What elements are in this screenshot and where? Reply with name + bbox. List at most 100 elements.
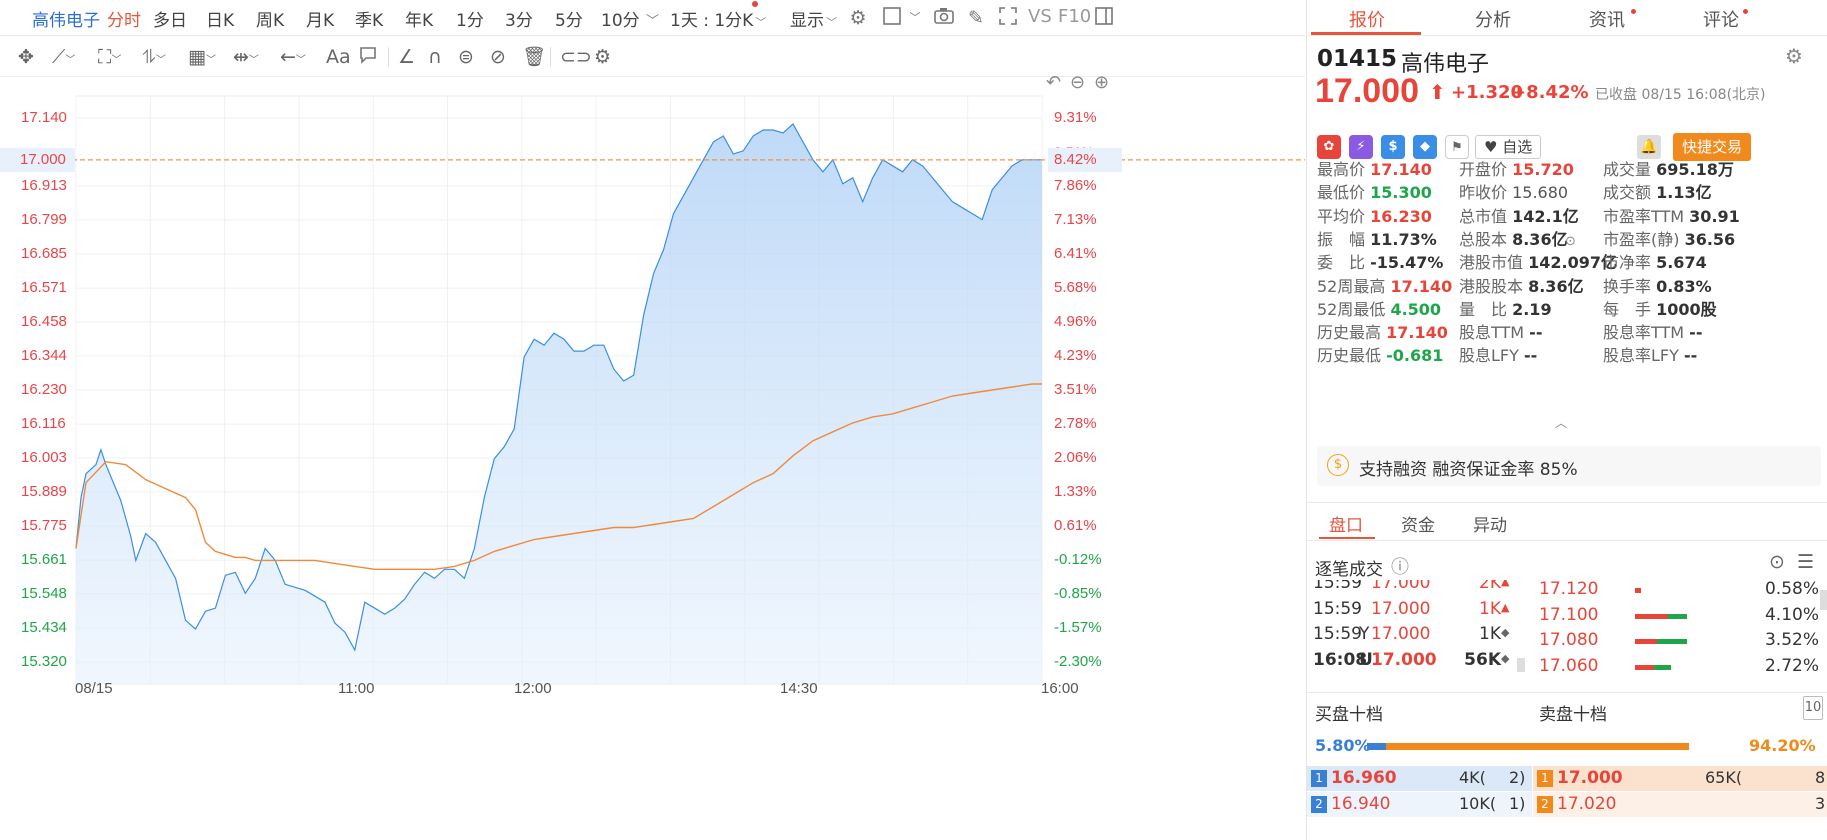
period-tab-5min[interactable]: 5分 (555, 11, 583, 31)
info-icon[interactable]: ⓘ (1391, 557, 1409, 578)
stat-value: 17.140 (1390, 276, 1453, 296)
chevron-up-icon[interactable]: ︿ (1555, 416, 1568, 430)
tab-analysis[interactable]: 分析 (1475, 10, 1511, 31)
display-label: 显示 (790, 11, 824, 31)
magnet-icon[interactable]: ∩ (428, 46, 442, 68)
camera-icon[interactable] (932, 6, 956, 30)
percent-tick-label: 9.31% (1054, 109, 1097, 126)
period-tab-yearly[interactable]: 年K (405, 11, 434, 31)
measure-tool-icon[interactable]: ⇹﹀ (233, 46, 259, 68)
interval-label: 1天 : 1分K (670, 11, 754, 31)
period-tab-1min[interactable]: 1分 (456, 11, 484, 31)
percent-tick-label: -0.85% (1054, 584, 1102, 602)
settings-icon[interactable]: ⚙ (849, 7, 867, 29)
vs-compare-button[interactable]: VS (1028, 6, 1052, 27)
tick-time: 15:59 (1313, 580, 1362, 593)
more-options-icon[interactable]: ⊙ (1769, 551, 1785, 573)
gear-icon[interactable]: ⚙ (594, 46, 612, 68)
tick-price: 17.000 (1371, 624, 1431, 644)
sidebar-toggle-icon[interactable] (1092, 6, 1116, 30)
bid-volume: 4K( (1459, 768, 1486, 787)
tab-capital-flow[interactable]: 资金 (1401, 516, 1435, 536)
coin-icon: $ (1327, 454, 1349, 476)
stat-label: 股息TTM (1459, 323, 1530, 343)
up-arrow-icon: ⬆ (1429, 80, 1446, 104)
price-line-chart (0, 95, 1305, 685)
buy-sell-ratio-bar (1367, 743, 1689, 750)
tick-volume: 2K (1479, 580, 1501, 593)
depth-level-button[interactable]: 10 (1803, 696, 1823, 720)
tab-orderbook[interactable]: 盘口 (1329, 516, 1363, 536)
add-watchlist-button[interactable]: ♥ 自选 (1475, 135, 1542, 159)
polyline-tool-icon[interactable]: ⛶﹀ (98, 46, 122, 68)
tick-list-viewport[interactable]: 15:59 17.000 2K ▲ 15:59 17.000 1K ▲ 15:59 Y 17.000… (1307, 580, 1827, 692)
line-tool-icon[interactable]: ⟋﹀ (52, 46, 76, 68)
bookmark-icon[interactable]: ⚑ (1445, 135, 1469, 159)
dollar-icon: $ (1381, 135, 1405, 159)
gear-icon[interactable]: ⚙ (1785, 44, 1803, 68)
stat-value: 5.674 (1656, 253, 1707, 273)
period-tab-10min[interactable]: 10分 (601, 11, 640, 31)
more-info-icon[interactable]: ⊙ (1565, 234, 1576, 249)
bid-price: 16.960 (1331, 768, 1397, 788)
order-book-row[interactable]: 2 16.940 10K(1) 2 17.020 3 (1307, 792, 1827, 817)
fullscreen-icon[interactable] (996, 6, 1020, 30)
stat-item: 平均价 16.230 (1317, 203, 1432, 227)
tab-news[interactable]: 资讯 (1589, 10, 1625, 31)
margin-banner[interactable]: $ 支持融资 融资保证金率 85% (1317, 446, 1821, 486)
stock-name-label[interactable]: 高伟电子 (32, 11, 100, 31)
undo-icon[interactable]: ↶ (1046, 72, 1062, 93)
arrow-left-tool-icon[interactable]: ←﹀ (280, 46, 306, 68)
time-tick-label: 12:00 (514, 680, 552, 697)
period-tab-quarterly[interactable]: 季K (355, 11, 384, 31)
tick-flag: U (1359, 649, 1373, 670)
hide-drawing-icon[interactable]: ⊘ (490, 46, 506, 68)
order-book-row[interactable]: 1 16.960 4K(2) 1 17.000 65K(8 (1307, 766, 1827, 791)
indicator-box-icon[interactable] (880, 6, 904, 30)
comment-tool-icon[interactable] (358, 45, 378, 69)
interval-selector[interactable]: 1天 : 1分K ﹀ (670, 6, 766, 31)
link-icon[interactable]: ⊂⊃ (560, 46, 592, 68)
trash-icon[interactable]: 🗑 (522, 46, 547, 68)
list-view-icon[interactable]: ☰ (1797, 551, 1815, 573)
stat-item: 振 幅 11.73% (1317, 226, 1437, 250)
period-tab-daily[interactable]: 日K (206, 11, 235, 31)
stat-item: 最高价 17.140 (1317, 156, 1432, 180)
dist-buy-bar (1635, 664, 1654, 670)
lock-drawing-icon[interactable]: ⊜ (458, 46, 474, 68)
heart-icon: ♥ (1484, 138, 1503, 156)
tab-unusual[interactable]: 异动 (1473, 516, 1507, 536)
stat-item: 市净率 5.674 (1603, 249, 1707, 273)
scrollbar-thumb[interactable] (1517, 658, 1525, 672)
tab-comments[interactable]: 评论 (1703, 10, 1739, 31)
wave-tool-icon[interactable]: ⥮﹀ (142, 46, 166, 68)
sell-book-title: 卖盘十档 (1539, 705, 1607, 725)
quick-trade-button[interactable]: 快捷交易 (1673, 133, 1751, 161)
period-tab-monthly[interactable]: 月K (306, 11, 335, 31)
zoom-in-icon[interactable]: ⊕ (1094, 72, 1110, 93)
display-menu[interactable]: 显示 ﹀ (790, 6, 837, 31)
text-tool-icon[interactable]: Aa (326, 46, 351, 68)
intraday-chart[interactable]: ↶ ⊖ ⊕ 17.140 16.913 16.799 16.685 16.571 16.4… (0, 72, 1305, 840)
period-tab-multiday[interactable]: 多日 (153, 11, 187, 31)
stat-value: 15.720 (1512, 160, 1574, 179)
period-tab-weekly[interactable]: 周K (256, 11, 285, 31)
fibonacci-tool-icon[interactable]: ▦﹀ (188, 46, 216, 68)
f10-button[interactable]: F10 (1058, 6, 1092, 27)
period-tab-intraday[interactable]: 分时 (107, 11, 141, 31)
stat-value: -- (1523, 346, 1538, 366)
scrollbar-thumb[interactable] (1820, 590, 1827, 610)
stat-value: 16.230 (1370, 206, 1432, 226)
angle-tool-icon[interactable]: ∠ (398, 46, 416, 68)
period-tab-3min[interactable]: 3分 (505, 11, 533, 31)
tab-quote[interactable]: 报价 (1349, 10, 1385, 31)
move-icon[interactable]: ✥ (18, 46, 34, 68)
pencil-icon[interactable]: ✎ (968, 7, 984, 29)
dist-price: 17.120 (1539, 580, 1599, 599)
chevron-down-icon[interactable]: ﹀ (646, 14, 660, 29)
chevron-down-icon[interactable]: ﹀ (909, 11, 921, 24)
bell-icon[interactable]: 🔔 (1637, 135, 1661, 159)
zoom-out-icon[interactable]: ⊖ (1070, 72, 1086, 93)
notification-dot (752, 1, 758, 7)
price-tick-label: 16.685 (21, 245, 67, 262)
